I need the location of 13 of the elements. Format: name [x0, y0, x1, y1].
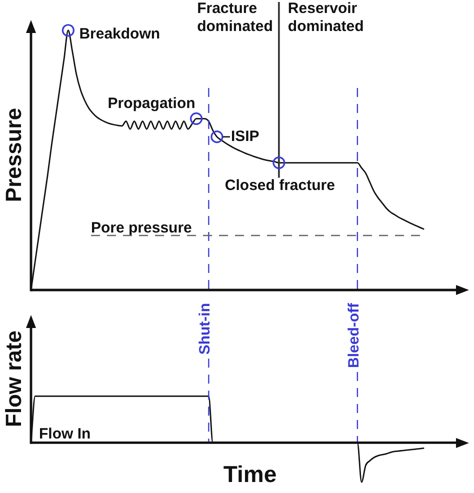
- series-label: Flow In: [39, 426, 91, 443]
- x-axis-title: Time: [223, 460, 277, 487]
- y-axis-title: Pressure: [1, 108, 26, 202]
- annotation: Breakdown: [79, 26, 160, 43]
- annotation: Fracture dominated: [197, 0, 273, 36]
- annotation: Closed fracture: [224, 176, 335, 194]
- text: Shut-in: [196, 302, 214, 355]
- ref-line-label: Pore pressure: [91, 219, 192, 236]
- annotation: Propagation: [108, 94, 196, 112]
- annotation: Reservoir dominated: [288, 0, 364, 36]
- y-axis-title: Flow rate: [1, 330, 26, 428]
- text: Bleed-off: [345, 302, 362, 368]
- annotation: ISIP: [230, 128, 260, 145]
